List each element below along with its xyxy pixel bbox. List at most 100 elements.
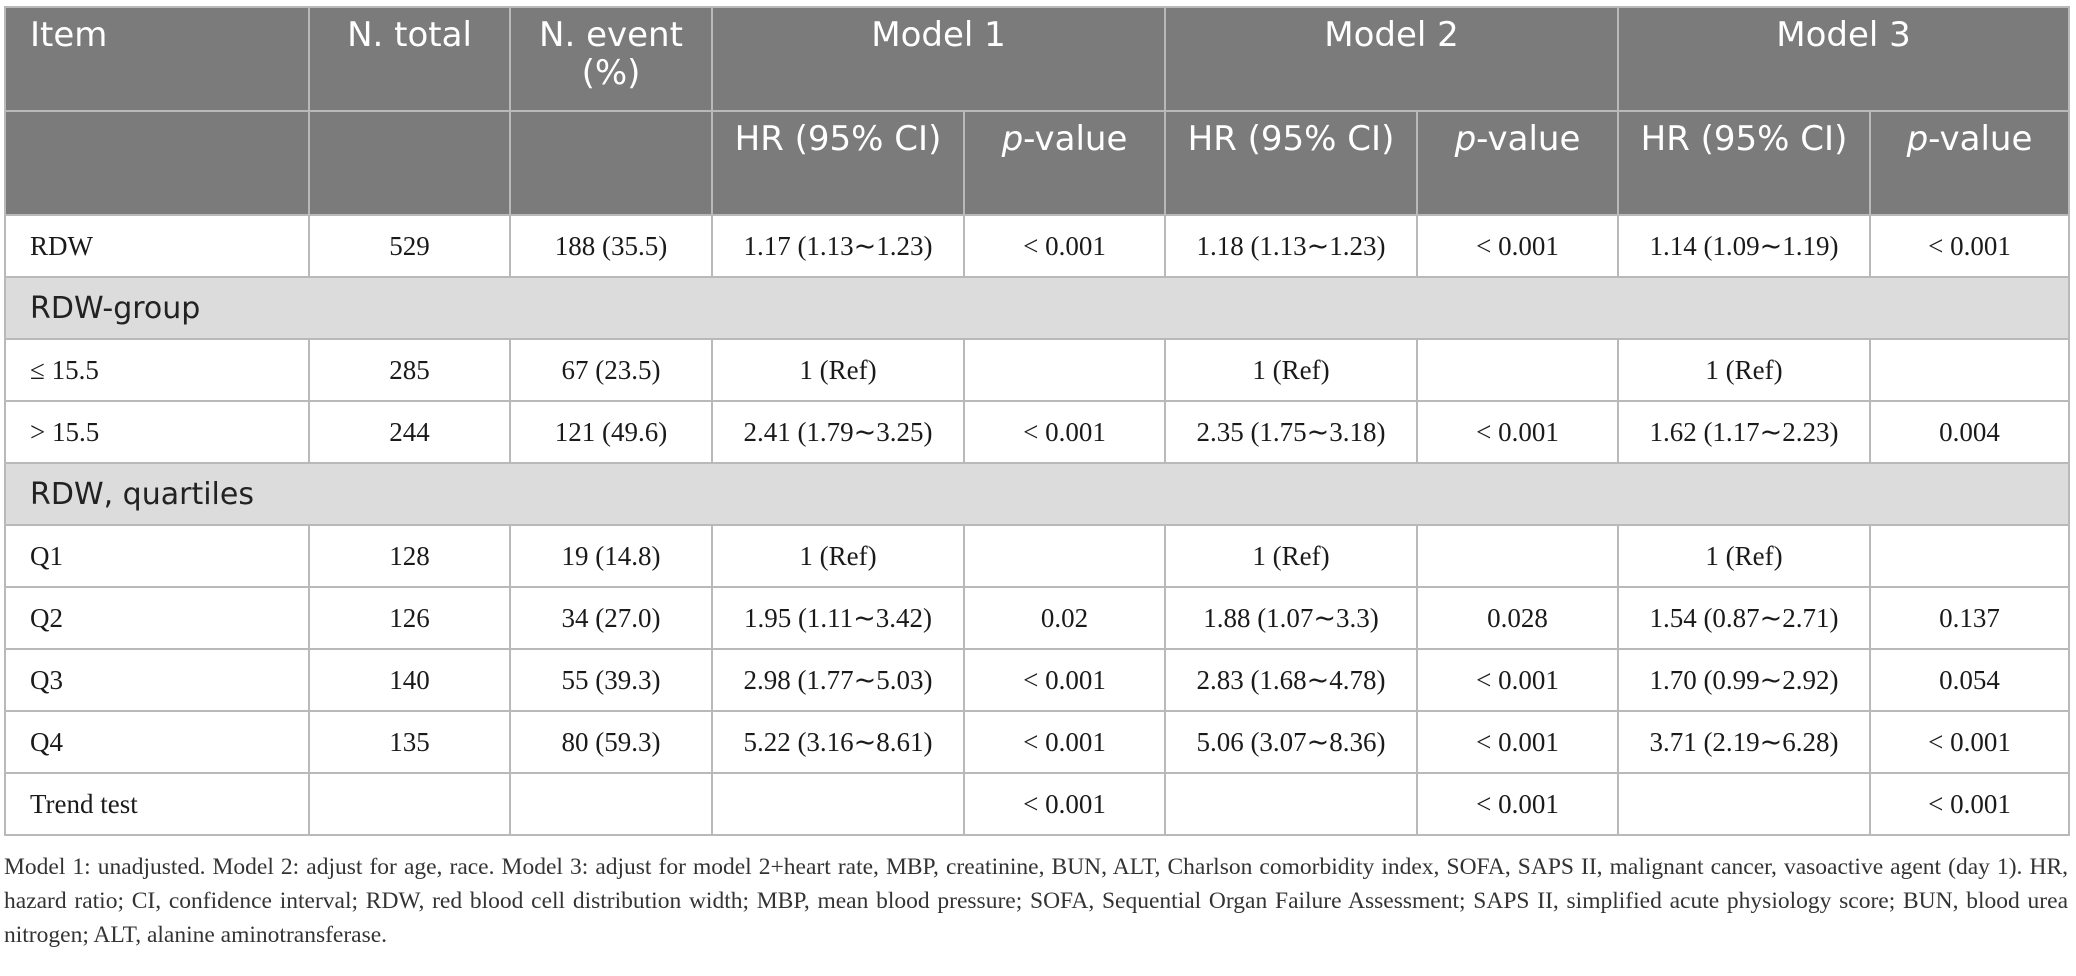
table-row-gt-15-5: > 15.5 244 121 (49.6) 2.41 (1.79∼3.25) <…	[4, 400, 2070, 464]
header-row-1: Item N. total N. event (%) Model 1 Model…	[4, 6, 2070, 112]
table-cell: 1 (Ref)	[1617, 338, 1871, 402]
table-cell: 0.02	[963, 586, 1166, 650]
col-header-empty	[509, 110, 713, 216]
group-row-rdw-group: RDW-group	[4, 276, 2070, 340]
p-italic: p	[1001, 119, 1024, 159]
table-cell: 1.62 (1.17∼2.23)	[1617, 400, 1871, 464]
table-cell: 285	[308, 338, 511, 402]
table-cell	[509, 772, 713, 836]
table-row-q2: Q2 126 34 (27.0) 1.95 (1.11∼3.42) 0.02 1…	[4, 586, 2070, 650]
table-cell: < 0.001	[1416, 648, 1619, 712]
col-header-n-total: N. total	[308, 6, 511, 112]
table-row-trend-test: Trend test < 0.001 < 0.001 < 0.001	[4, 772, 2070, 836]
p-rest: -value	[1023, 119, 1128, 159]
col-header-model-3: Model 3	[1617, 6, 2070, 112]
table-cell: 19 (14.8)	[509, 524, 713, 588]
table-cell: 3.71 (2.19∼6.28)	[1617, 710, 1871, 774]
p-italic: p	[1454, 119, 1477, 159]
table-cell: 1.95 (1.11∼3.42)	[711, 586, 965, 650]
table-cell: < 0.001	[1416, 400, 1619, 464]
table-cell: Q2	[4, 586, 310, 650]
col-header-empty	[308, 110, 511, 216]
table-cell: 0.028	[1416, 586, 1619, 650]
table-cell: 1.14 (1.09∼1.19)	[1617, 214, 1871, 278]
results-table-figure: Item N. total N. event (%) Model 1 Model…	[4, 6, 2070, 976]
table-cell: 1.70 (0.99∼2.92)	[1617, 648, 1871, 712]
table-cell: Q1	[4, 524, 310, 588]
col-header-hr-m1: HR (95% CI)	[711, 110, 965, 216]
col-header-p-m3: p-value	[1869, 110, 2070, 216]
col-header-hr-m3: HR (95% CI)	[1617, 110, 1871, 216]
table-cell: RDW	[4, 214, 310, 278]
table-cell	[963, 338, 1166, 402]
table-cell: 244	[308, 400, 511, 464]
table-cell: Q3	[4, 648, 310, 712]
table-cell	[1869, 524, 2070, 588]
table-cell	[1617, 772, 1871, 836]
p-italic: p	[1906, 119, 1929, 159]
table-row-le-15-5: ≤ 15.5 285 67 (23.5) 1 (Ref) 1 (Ref) 1 (…	[4, 338, 2070, 402]
table-cell	[1416, 338, 1619, 402]
table-cell: 80 (59.3)	[509, 710, 713, 774]
col-header-model-2: Model 2	[1164, 6, 1619, 112]
col-header-p-m1: p-value	[963, 110, 1166, 216]
table-cell	[711, 772, 965, 836]
table-cell: Trend test	[4, 772, 310, 836]
col-header-model-1: Model 1	[711, 6, 1166, 112]
table-cell: 0.004	[1869, 400, 2070, 464]
table-row-q4: Q4 135 80 (59.3) 5.22 (3.16∼8.61) < 0.00…	[4, 710, 2070, 774]
table-footnote: Model 1: unadjusted. Model 2: adjust for…	[4, 854, 2068, 948]
table-cell: < 0.001	[963, 710, 1166, 774]
header-row-2: HR (95% CI) p-value HR (95% CI) p-value …	[4, 110, 2070, 216]
table-cell: 1.88 (1.07∼3.3)	[1164, 586, 1418, 650]
table-cell: 1.18 (1.13∼1.23)	[1164, 214, 1418, 278]
p-rest: -value	[1928, 119, 2033, 159]
hazard-ratio-table: Item N. total N. event (%) Model 1 Model…	[4, 6, 2070, 836]
table-cell: 1 (Ref)	[711, 524, 965, 588]
table-cell: < 0.001	[963, 648, 1166, 712]
table-cell: 67 (23.5)	[509, 338, 713, 402]
group-row-rdw-quartiles: RDW, quartiles	[4, 462, 2070, 526]
table-row-q1: Q1 128 19 (14.8) 1 (Ref) 1 (Ref) 1 (Ref)	[4, 524, 2070, 588]
col-header-hr-m2: HR (95% CI)	[1164, 110, 1418, 216]
table-cell: 2.98 (1.77∼5.03)	[711, 648, 965, 712]
table-cell: 140	[308, 648, 511, 712]
col-header-n-event: N. event (%)	[509, 6, 713, 112]
table-row-q3: Q3 140 55 (39.3) 2.98 (1.77∼5.03) < 0.00…	[4, 648, 2070, 712]
table-cell: 0.054	[1869, 648, 2070, 712]
table-cell: 1 (Ref)	[1617, 524, 1871, 588]
table-cell: 1 (Ref)	[1164, 524, 1418, 588]
table-cell: 1 (Ref)	[711, 338, 965, 402]
table-cell	[1869, 338, 2070, 402]
table-cell: < 0.001	[963, 772, 1166, 836]
group-label: RDW-group	[4, 276, 2070, 340]
col-header-item: Item	[4, 6, 310, 112]
table-cell: > 15.5	[4, 400, 310, 464]
table-cell	[1416, 524, 1619, 588]
table-cell: < 0.001	[963, 214, 1166, 278]
col-header-empty	[4, 110, 310, 216]
table-cell: < 0.001	[963, 400, 1166, 464]
table-cell: 2.41 (1.79∼3.25)	[711, 400, 965, 464]
table-cell: 1.54 (0.87∼2.71)	[1617, 586, 1871, 650]
table-cell: 1.17 (1.13∼1.23)	[711, 214, 965, 278]
table-row-rdw: RDW 529 188 (35.5) 1.17 (1.13∼1.23) < 0.…	[4, 214, 2070, 278]
table-cell: 0.137	[1869, 586, 2070, 650]
table-cell: Q4	[4, 710, 310, 774]
table-cell: 126	[308, 586, 511, 650]
col-header-p-m2: p-value	[1416, 110, 1619, 216]
table-cell	[1164, 772, 1418, 836]
table-cell: < 0.001	[1869, 710, 2070, 774]
group-label: RDW, quartiles	[4, 462, 2070, 526]
table-cell: 188 (35.5)	[509, 214, 713, 278]
table-cell: < 0.001	[1416, 214, 1619, 278]
table-cell: < 0.001	[1869, 214, 2070, 278]
table-cell: 34 (27.0)	[509, 586, 713, 650]
table-cell: 135	[308, 710, 511, 774]
table-cell: 529	[308, 214, 511, 278]
table-cell: ≤ 15.5	[4, 338, 310, 402]
table-cell	[963, 524, 1166, 588]
table-cell	[308, 772, 511, 836]
table-cell: < 0.001	[1416, 710, 1619, 774]
table-cell: 2.35 (1.75∼3.18)	[1164, 400, 1418, 464]
